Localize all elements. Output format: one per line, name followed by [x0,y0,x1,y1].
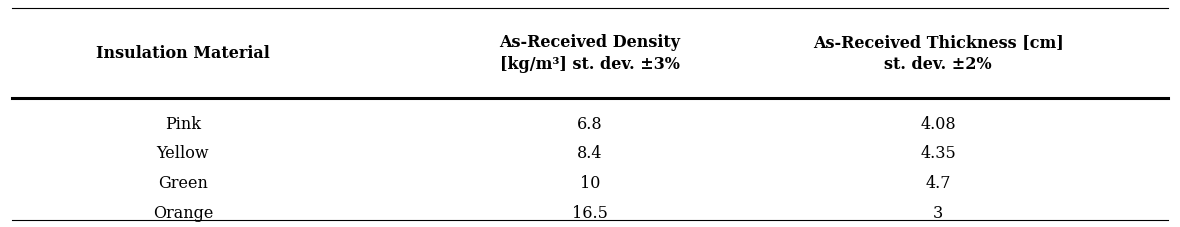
Text: 10: 10 [579,174,601,191]
Text: 4.7: 4.7 [925,174,951,191]
Text: Orange: Orange [152,204,214,221]
Text: Pink: Pink [165,115,201,132]
Text: As-Received Density
[kg/m³] st. dev. ±3%: As-Received Density [kg/m³] st. dev. ±3% [499,34,681,73]
Text: Insulation Material: Insulation Material [96,45,270,62]
Text: As-Received Thickness [cm]
st. dev. ±2%: As-Received Thickness [cm] st. dev. ±2% [813,34,1063,73]
Text: 6.8: 6.8 [577,115,603,132]
Text: 3: 3 [933,204,943,221]
Text: 4.35: 4.35 [920,145,956,162]
Text: Green: Green [158,174,208,191]
Text: 8.4: 8.4 [577,145,603,162]
Text: 4.08: 4.08 [920,115,956,132]
Text: 16.5: 16.5 [572,204,608,221]
Text: Yellow: Yellow [157,145,209,162]
